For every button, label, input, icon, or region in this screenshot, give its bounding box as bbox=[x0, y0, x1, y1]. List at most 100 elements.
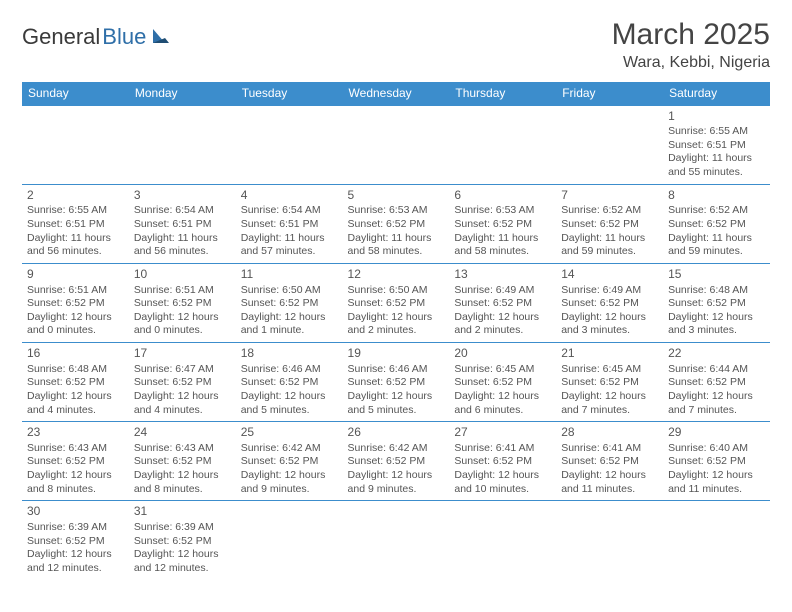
sunrise-text: Sunrise: 6:40 AM bbox=[668, 442, 765, 456]
location: Wara, Kebbi, Nigeria bbox=[612, 54, 770, 72]
daylight-text: Daylight: 11 hours and 56 minutes. bbox=[134, 232, 231, 259]
sunset-text: Sunset: 6:52 PM bbox=[668, 218, 765, 232]
calendar-cell bbox=[129, 106, 236, 185]
day-number: 1 bbox=[668, 109, 765, 125]
weekday-header: Friday bbox=[556, 82, 663, 106]
sail-icon bbox=[151, 27, 171, 45]
daylight-text: Daylight: 12 hours and 5 minutes. bbox=[241, 390, 338, 417]
calendar-cell: 9Sunrise: 6:51 AMSunset: 6:52 PMDaylight… bbox=[22, 263, 129, 342]
calendar-table: Sunday Monday Tuesday Wednesday Thursday… bbox=[22, 82, 770, 580]
sunset-text: Sunset: 6:52 PM bbox=[668, 455, 765, 469]
calendar-cell: 7Sunrise: 6:52 AMSunset: 6:52 PMDaylight… bbox=[556, 184, 663, 263]
calendar-cell: 13Sunrise: 6:49 AMSunset: 6:52 PMDayligh… bbox=[449, 263, 556, 342]
daylight-text: Daylight: 11 hours and 55 minutes. bbox=[668, 152, 765, 179]
sunset-text: Sunset: 6:52 PM bbox=[27, 297, 124, 311]
calendar-cell: 5Sunrise: 6:53 AMSunset: 6:52 PMDaylight… bbox=[343, 184, 450, 263]
calendar-cell: 24Sunrise: 6:43 AMSunset: 6:52 PMDayligh… bbox=[129, 422, 236, 501]
weekday-header: Thursday bbox=[449, 82, 556, 106]
sunrise-text: Sunrise: 6:53 AM bbox=[454, 204, 551, 218]
day-number: 7 bbox=[561, 188, 658, 204]
calendar-cell: 15Sunrise: 6:48 AMSunset: 6:52 PMDayligh… bbox=[663, 263, 770, 342]
logo-text-1: General bbox=[22, 24, 100, 50]
day-number: 9 bbox=[27, 267, 124, 283]
daylight-text: Daylight: 12 hours and 12 minutes. bbox=[134, 548, 231, 575]
calendar-cell: 11Sunrise: 6:50 AMSunset: 6:52 PMDayligh… bbox=[236, 263, 343, 342]
sunset-text: Sunset: 6:52 PM bbox=[561, 455, 658, 469]
calendar-cell: 4Sunrise: 6:54 AMSunset: 6:51 PMDaylight… bbox=[236, 184, 343, 263]
sunrise-text: Sunrise: 6:50 AM bbox=[241, 284, 338, 298]
calendar-cell: 18Sunrise: 6:46 AMSunset: 6:52 PMDayligh… bbox=[236, 343, 343, 422]
daylight-text: Daylight: 12 hours and 7 minutes. bbox=[561, 390, 658, 417]
calendar-cell: 2Sunrise: 6:55 AMSunset: 6:51 PMDaylight… bbox=[22, 184, 129, 263]
daylight-text: Daylight: 12 hours and 8 minutes. bbox=[134, 469, 231, 496]
daylight-text: Daylight: 12 hours and 11 minutes. bbox=[561, 469, 658, 496]
sunrise-text: Sunrise: 6:52 AM bbox=[561, 204, 658, 218]
sunset-text: Sunset: 6:52 PM bbox=[561, 376, 658, 390]
sunrise-text: Sunrise: 6:44 AM bbox=[668, 363, 765, 377]
calendar-cell: 1Sunrise: 6:55 AMSunset: 6:51 PMDaylight… bbox=[663, 106, 770, 185]
sunset-text: Sunset: 6:52 PM bbox=[134, 535, 231, 549]
sunset-text: Sunset: 6:52 PM bbox=[134, 455, 231, 469]
day-number: 22 bbox=[668, 346, 765, 362]
sunrise-text: Sunrise: 6:43 AM bbox=[27, 442, 124, 456]
calendar-cell bbox=[343, 501, 450, 580]
day-number: 10 bbox=[134, 267, 231, 283]
calendar-cell bbox=[236, 106, 343, 185]
sunset-text: Sunset: 6:52 PM bbox=[561, 297, 658, 311]
day-number: 20 bbox=[454, 346, 551, 362]
calendar-cell bbox=[663, 501, 770, 580]
sunrise-text: Sunrise: 6:54 AM bbox=[241, 204, 338, 218]
daylight-text: Daylight: 12 hours and 12 minutes. bbox=[27, 548, 124, 575]
day-number: 27 bbox=[454, 425, 551, 441]
sunrise-text: Sunrise: 6:47 AM bbox=[134, 363, 231, 377]
sunset-text: Sunset: 6:52 PM bbox=[454, 455, 551, 469]
daylight-text: Daylight: 12 hours and 4 minutes. bbox=[27, 390, 124, 417]
sunrise-text: Sunrise: 6:43 AM bbox=[134, 442, 231, 456]
sunrise-text: Sunrise: 6:42 AM bbox=[241, 442, 338, 456]
daylight-text: Daylight: 12 hours and 7 minutes. bbox=[668, 390, 765, 417]
sunset-text: Sunset: 6:52 PM bbox=[454, 218, 551, 232]
sunrise-text: Sunrise: 6:41 AM bbox=[561, 442, 658, 456]
calendar-cell bbox=[449, 106, 556, 185]
sunrise-text: Sunrise: 6:45 AM bbox=[561, 363, 658, 377]
calendar-row: 2Sunrise: 6:55 AMSunset: 6:51 PMDaylight… bbox=[22, 184, 770, 263]
sunset-text: Sunset: 6:52 PM bbox=[348, 218, 445, 232]
calendar-cell: 3Sunrise: 6:54 AMSunset: 6:51 PMDaylight… bbox=[129, 184, 236, 263]
title-block: March 2025 Wara, Kebbi, Nigeria bbox=[612, 18, 770, 72]
day-number: 12 bbox=[348, 267, 445, 283]
day-number: 2 bbox=[27, 188, 124, 204]
sunrise-text: Sunrise: 6:54 AM bbox=[134, 204, 231, 218]
sunrise-text: Sunrise: 6:49 AM bbox=[454, 284, 551, 298]
calendar-cell bbox=[556, 501, 663, 580]
sunrise-text: Sunrise: 6:39 AM bbox=[27, 521, 124, 535]
sunset-text: Sunset: 6:52 PM bbox=[561, 218, 658, 232]
sunrise-text: Sunrise: 6:50 AM bbox=[348, 284, 445, 298]
calendar-cell: 17Sunrise: 6:47 AMSunset: 6:52 PMDayligh… bbox=[129, 343, 236, 422]
sunrise-text: Sunrise: 6:51 AM bbox=[27, 284, 124, 298]
day-number: 24 bbox=[134, 425, 231, 441]
sunset-text: Sunset: 6:52 PM bbox=[134, 376, 231, 390]
sunrise-text: Sunrise: 6:49 AM bbox=[561, 284, 658, 298]
daylight-text: Daylight: 12 hours and 3 minutes. bbox=[561, 311, 658, 338]
daylight-text: Daylight: 12 hours and 0 minutes. bbox=[27, 311, 124, 338]
calendar-cell: 14Sunrise: 6:49 AMSunset: 6:52 PMDayligh… bbox=[556, 263, 663, 342]
day-number: 17 bbox=[134, 346, 231, 362]
sunset-text: Sunset: 6:52 PM bbox=[454, 297, 551, 311]
sunrise-text: Sunrise: 6:52 AM bbox=[668, 204, 765, 218]
daylight-text: Daylight: 12 hours and 3 minutes. bbox=[668, 311, 765, 338]
sunset-text: Sunset: 6:52 PM bbox=[348, 455, 445, 469]
calendar-row: 30Sunrise: 6:39 AMSunset: 6:52 PMDayligh… bbox=[22, 501, 770, 580]
sunset-text: Sunset: 6:51 PM bbox=[27, 218, 124, 232]
sunset-text: Sunset: 6:52 PM bbox=[27, 376, 124, 390]
daylight-text: Daylight: 12 hours and 0 minutes. bbox=[134, 311, 231, 338]
calendar-cell: 21Sunrise: 6:45 AMSunset: 6:52 PMDayligh… bbox=[556, 343, 663, 422]
calendar-cell: 30Sunrise: 6:39 AMSunset: 6:52 PMDayligh… bbox=[22, 501, 129, 580]
daylight-text: Daylight: 12 hours and 1 minute. bbox=[241, 311, 338, 338]
sunset-text: Sunset: 6:52 PM bbox=[241, 376, 338, 390]
sunrise-text: Sunrise: 6:45 AM bbox=[454, 363, 551, 377]
day-number: 11 bbox=[241, 267, 338, 283]
sunset-text: Sunset: 6:52 PM bbox=[27, 535, 124, 549]
day-number: 21 bbox=[561, 346, 658, 362]
calendar-cell: 6Sunrise: 6:53 AMSunset: 6:52 PMDaylight… bbox=[449, 184, 556, 263]
weekday-header-row: Sunday Monday Tuesday Wednesday Thursday… bbox=[22, 82, 770, 106]
